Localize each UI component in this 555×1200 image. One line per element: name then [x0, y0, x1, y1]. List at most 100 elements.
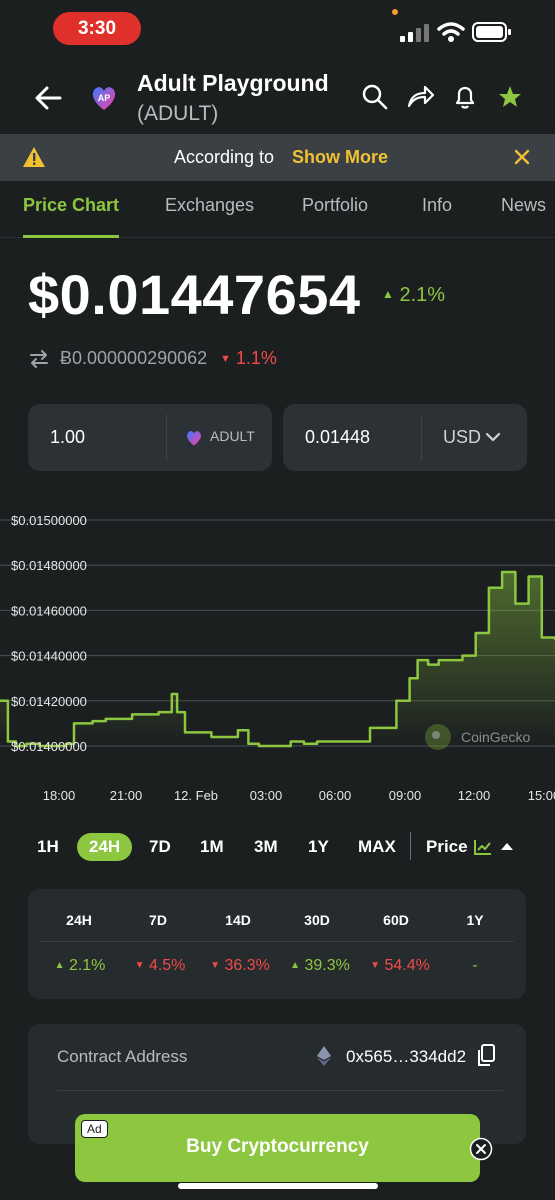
tab-bar: Price Chart Exchanges Portfolio Info New…: [0, 181, 555, 238]
share-icon[interactable]: [405, 82, 435, 112]
perf-header-24h: 24H: [66, 912, 92, 928]
perf-header-1y: 1Y: [466, 912, 484, 928]
coin-logo-icon: AP: [92, 87, 116, 110]
watermark-text: CoinGecko: [461, 729, 530, 745]
coin-header: AP Adult Playground (ADULT): [0, 62, 555, 134]
caret-up-icon[interactable]: [500, 841, 514, 851]
favorite-star-icon[interactable]: [495, 82, 525, 112]
divider: [57, 1090, 503, 1091]
close-icon[interactable]: [512, 147, 532, 167]
price-change-24h: ▲ 2.1%: [382, 284, 445, 307]
coin-logo-icon: [187, 431, 201, 446]
y-tick-label: $0.01480000: [11, 558, 87, 573]
coingecko-watermark: CoinGecko: [425, 724, 530, 750]
search-icon[interactable]: [360, 82, 390, 112]
current-price: $0.01447654: [28, 263, 361, 326]
x-tick-label: 15:00: [528, 788, 555, 803]
swap-icon[interactable]: [28, 348, 50, 370]
ethereum-icon: [317, 1046, 331, 1066]
currency-select[interactable]: USD: [443, 427, 482, 447]
banner-text: According to: [174, 147, 275, 167]
perf-value-text: 2.1%: [68, 957, 106, 974]
price-change-value: 2.1%: [399, 284, 446, 306]
coin-amount-input[interactable]: 1.00: [50, 427, 86, 447]
y-tick-label: $0.01500000: [11, 513, 87, 528]
divider: [166, 414, 167, 461]
perf-value-text: 54.4%: [384, 957, 430, 974]
tab-price-chart[interactable]: Price Chart: [23, 195, 120, 215]
contract-address-value[interactable]: 0x565…334dd2: [346, 1047, 467, 1066]
tab-news[interactable]: News: [501, 195, 547, 215]
perf-header-60d: 60D: [383, 912, 409, 928]
range-1y[interactable]: 1Y: [308, 837, 329, 856]
perf-value-text: 39.3%: [304, 957, 350, 974]
x-tick-label: 18:00: [43, 788, 76, 803]
range-1h[interactable]: 1H: [37, 837, 59, 856]
tab-exchanges[interactable]: Exchanges: [165, 195, 255, 215]
wifi-icon: [437, 22, 465, 42]
range-7d[interactable]: 7D: [149, 837, 171, 856]
triangle-down-icon: ▼: [370, 960, 381, 971]
coin-ticker: (ADULT): [137, 102, 219, 125]
x-tick-label: 12. Feb: [174, 788, 218, 803]
coin-unit: ADULT: [210, 428, 255, 444]
divider: [410, 832, 411, 860]
tab-portfolio[interactable]: Portfolio: [302, 195, 369, 215]
perf-value-7d: ▼ 4.5%: [120, 957, 200, 975]
btc-change-value: 1.1%: [235, 348, 277, 368]
copy-icon[interactable]: [476, 1044, 496, 1068]
y-tick-label: $0.01420000: [11, 694, 87, 709]
bell-icon[interactable]: [450, 82, 480, 112]
price-chart-svg[interactable]: $0.01500000 $0.01480000 $0.01460000 $0.0144…: [0, 500, 555, 820]
x-tick-label: 03:00: [250, 788, 283, 803]
divider: [421, 414, 422, 461]
x-axis-labels: 18:00 21:00 12. Feb 03:00 06:00 09:00 12:00 15:…: [43, 788, 555, 803]
perf-value-text: 4.5%: [148, 957, 186, 974]
range-24h[interactable]: 24H: [77, 833, 133, 861]
y-tick-label: $0.01440000: [11, 649, 87, 664]
range-1m[interactable]: 1M: [200, 837, 224, 856]
perf-value-30d: ▲ 39.3%: [280, 957, 360, 975]
active-tab-indicator: [23, 235, 119, 238]
perf-value-60d: ▼ 54.4%: [360, 957, 440, 975]
range-max[interactable]: MAX: [358, 837, 396, 856]
perf-value-14d: ▼ 36.3%: [200, 957, 280, 975]
ad-close-icon[interactable]: [469, 1137, 493, 1161]
price-area: [0, 572, 555, 746]
home-indicator[interactable]: [178, 1183, 378, 1189]
currency-amount-field[interactable]: 0.01448 USD: [283, 404, 527, 471]
triangle-up-icon: ▲: [290, 960, 301, 971]
coin-name: Adult Playground: [137, 70, 329, 96]
triangle-up-icon: ▲: [54, 960, 65, 971]
buy-crypto-ad[interactable]: Ad Buy Cryptocurrency: [75, 1114, 480, 1182]
cellular-signal-icon: [400, 24, 429, 42]
currency-amount-input[interactable]: 0.01448: [305, 427, 371, 447]
tab-info[interactable]: Info: [422, 195, 453, 215]
price-chart[interactable]: $0.01500000 $0.01480000 $0.01460000 $0.0144…: [0, 500, 555, 820]
perf-header-14d: 14D: [225, 912, 251, 928]
x-tick-label: 09:00: [389, 788, 422, 803]
y-axis-labels: $0.01500000 $0.01480000 $0.01460000 $0.0144…: [11, 513, 87, 754]
back-arrow-icon[interactable]: [30, 80, 66, 116]
warning-icon: [23, 147, 45, 167]
y-tick-label: $0.01400000: [11, 739, 87, 754]
triangle-down-icon: ▼: [134, 960, 145, 971]
x-tick-label: 12:00: [458, 788, 491, 803]
performance-table: 24H 7D 14D 30D 60D 1Y ▲ 2.1% ▼ 4.5% ▼ 36…: [28, 889, 526, 999]
chevron-down-icon[interactable]: [485, 431, 501, 443]
range-3m[interactable]: 3M: [254, 837, 278, 856]
price-toggle[interactable]: Price: [426, 837, 468, 856]
show-more-link[interactable]: Show More: [292, 147, 389, 167]
perf-header-7d: 7D: [149, 912, 167, 928]
contract-address-label: Contract Address: [57, 1047, 188, 1066]
coin-amount-field[interactable]: 1.00 ADULT: [28, 404, 272, 471]
ad-text[interactable]: Buy Cryptocurrency: [186, 1136, 369, 1157]
divider: [40, 941, 514, 942]
notice-banner: According to Show More: [0, 134, 555, 181]
perf-value-24h: ▲ 2.1%: [40, 957, 120, 975]
triangle-down-icon: ▼: [210, 960, 221, 971]
x-tick-label: 21:00: [110, 788, 143, 803]
line-chart-icon[interactable]: [473, 838, 493, 856]
x-tick-label: 06:00: [319, 788, 352, 803]
status-time: 3:30: [53, 12, 141, 45]
